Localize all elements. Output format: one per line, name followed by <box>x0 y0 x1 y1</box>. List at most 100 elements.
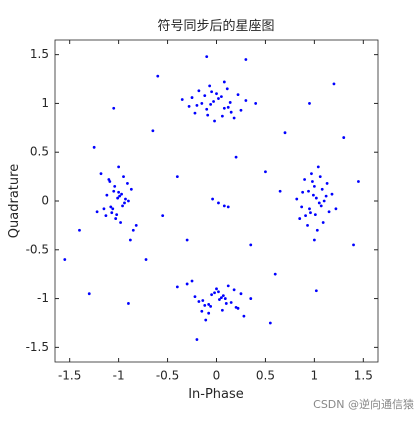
point <box>109 205 113 209</box>
point <box>193 111 197 115</box>
point <box>99 172 103 176</box>
point <box>118 194 121 198</box>
point <box>249 243 253 247</box>
point <box>327 210 331 214</box>
y-axis-label: Quadrature <box>7 164 22 238</box>
point <box>190 96 194 99</box>
point <box>311 180 314 183</box>
point <box>205 107 209 111</box>
point <box>236 93 240 97</box>
point <box>129 187 133 191</box>
point <box>127 199 130 203</box>
point <box>208 84 212 88</box>
point <box>117 165 121 169</box>
point <box>200 102 204 105</box>
x-tick-label: 0 <box>213 369 221 383</box>
x-tick-label: -1 <box>113 369 125 383</box>
point <box>111 207 115 211</box>
point <box>215 287 218 291</box>
point <box>254 102 258 105</box>
point <box>307 189 310 193</box>
y-tick-label: -1 <box>37 291 49 305</box>
point <box>112 189 116 193</box>
point <box>105 193 109 197</box>
y-tick-label: 1 <box>41 96 49 110</box>
y-tick-label: -0.5 <box>26 242 49 256</box>
point <box>175 175 179 179</box>
y-tick-label: 1.5 <box>30 47 49 61</box>
x-tick-label: 1.5 <box>354 369 373 383</box>
point <box>197 300 201 303</box>
point <box>207 311 211 315</box>
point <box>212 100 215 103</box>
point <box>283 131 287 135</box>
point <box>221 294 225 298</box>
point <box>308 207 311 211</box>
point <box>217 97 220 100</box>
point <box>226 105 230 109</box>
point <box>207 303 211 306</box>
point <box>217 290 220 294</box>
point <box>78 228 81 232</box>
x-tick-label: 1 <box>311 369 319 383</box>
point <box>308 102 311 105</box>
point <box>95 210 99 214</box>
point <box>211 197 214 201</box>
point <box>116 196 120 200</box>
point <box>320 187 324 191</box>
point <box>357 180 360 183</box>
point <box>209 103 213 106</box>
point <box>124 197 127 201</box>
point <box>218 298 221 301</box>
point <box>185 282 189 286</box>
point <box>156 74 160 78</box>
point <box>220 308 224 312</box>
point <box>229 301 233 304</box>
x-axis-label: In-Phase <box>188 387 244 402</box>
x-tick-label: -1.5 <box>58 369 81 383</box>
point <box>310 172 313 176</box>
point <box>120 192 123 196</box>
point <box>330 192 334 196</box>
point <box>264 170 267 174</box>
point <box>203 304 207 307</box>
point <box>225 87 229 91</box>
point <box>151 129 155 133</box>
chart-title: 符号同步后的星座图 <box>157 18 274 34</box>
point <box>190 279 194 283</box>
point <box>244 99 248 102</box>
point <box>244 58 248 61</box>
point <box>110 211 114 215</box>
point <box>273 272 277 276</box>
plot-frame <box>54 39 379 363</box>
point <box>298 217 302 220</box>
point <box>127 302 130 305</box>
watermark: CSDN @逆向通信猿 <box>313 397 414 411</box>
point <box>161 214 165 218</box>
point <box>113 184 117 188</box>
point <box>114 217 118 220</box>
point <box>321 221 325 224</box>
point <box>324 194 328 198</box>
point <box>193 295 197 299</box>
point <box>134 223 138 227</box>
point <box>180 98 184 101</box>
point <box>205 55 209 58</box>
point <box>213 119 216 123</box>
point <box>322 199 326 203</box>
point <box>215 92 218 96</box>
point <box>187 104 191 108</box>
point <box>312 238 316 242</box>
point <box>315 228 319 232</box>
point <box>295 197 299 201</box>
point <box>314 289 318 293</box>
point <box>303 178 306 181</box>
point <box>232 288 236 292</box>
point <box>200 309 204 313</box>
point <box>313 213 317 217</box>
point <box>210 293 214 297</box>
point <box>126 182 129 185</box>
point <box>117 190 121 194</box>
